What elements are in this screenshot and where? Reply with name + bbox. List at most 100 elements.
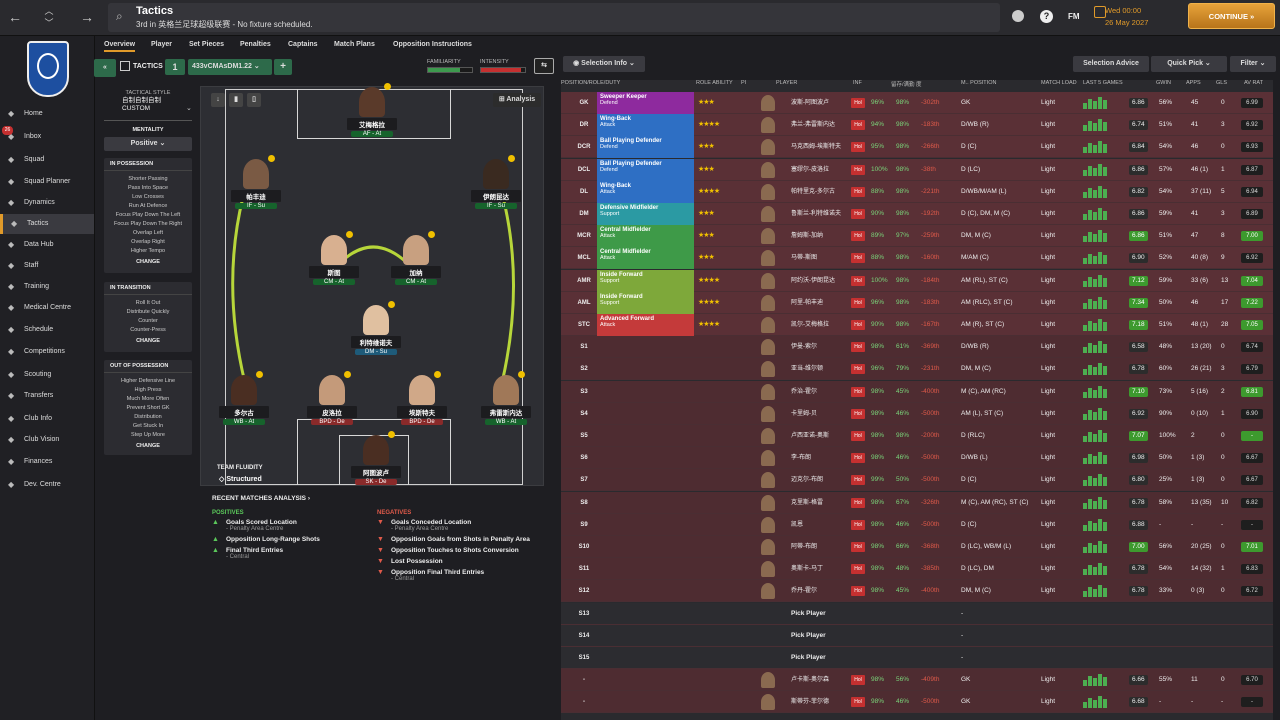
role-cell[interactable]: Inside Forward Support xyxy=(597,269,694,292)
player-name[interactable]: 马克西姆-埃斯特夫 xyxy=(791,144,841,151)
table-row[interactable]: S12 乔丹-霍尔 Hol 98% 45% -400th DM, M (C) Light 6.7… xyxy=(561,580,1273,603)
chart-icon[interactable]: ▮ xyxy=(229,93,243,107)
add-tactic-button[interactable]: + xyxy=(274,59,292,75)
sidebar-item-club-info[interactable]: ◆ Club Info xyxy=(0,409,94,429)
change-out-of-possession-label[interactable]: CHANGE xyxy=(136,443,160,449)
tactic-slot[interactable]: 1 xyxy=(165,59,185,75)
role-cell[interactable]: Wing-Back Attack xyxy=(597,114,694,137)
pitch-player[interactable]: 弗雷斯内达 WB - At xyxy=(481,371,531,425)
sidebar-item-dev-centre[interactable]: ◆ Dev. Centre xyxy=(0,475,94,495)
player-name[interactable]: 克里斯-格雷 xyxy=(791,499,823,506)
table-row[interactable]: MCR Central Midfielder Attack ★★★ 詹姆斯-加纳 Hol 8… xyxy=(561,225,1273,248)
table-row[interactable]: MCL Central Midfielder Attack ★★★ 马蒂-斯图 Hol 88… xyxy=(561,247,1273,270)
player-name[interactable]: 鲁斯兰-利特维诺夫 xyxy=(791,211,841,217)
sidebar-item-squad-planner[interactable]: ◆ Squad Planner xyxy=(0,172,94,192)
pick-player-label[interactable]: Pick Player xyxy=(791,631,826,639)
pitch-player[interactable]: 阿图波卢 SK - De xyxy=(351,431,401,485)
in-transition-box[interactable]: IN TRANSITION Roll It Out Distribute Quic… xyxy=(104,282,192,352)
table-row[interactable]: STC Advanced Forward Attack ★★★★ 凯尔-艾梅格拉 Hol 9… xyxy=(561,314,1273,336)
role-cell[interactable]: Ball Playing Defender Defend xyxy=(597,136,694,159)
tab-penalties[interactable]: Penalties xyxy=(240,41,271,48)
sidebar-item-scouting[interactable]: ◆ Scouting xyxy=(0,365,94,385)
role-cell[interactable]: Central Midfielder Attack xyxy=(597,225,694,248)
quick-pick-button[interactable]: Quick Pick ⌄ xyxy=(1151,56,1227,72)
analysis-item[interactable]: ▲ Final Third Entries - Central xyxy=(212,547,372,560)
player-name[interactable]: 乔丹-霍尔 xyxy=(791,588,817,595)
change-in-transition-label[interactable]: CHANGE xyxy=(136,338,160,344)
selection-advice-button[interactable]: Selection Advice xyxy=(1073,56,1149,72)
pitch-player[interactable]: 伊朗昆达 IF - Su xyxy=(471,155,521,209)
player-name[interactable]: 帕特里克-多尔古 xyxy=(791,188,835,195)
role-cell[interactable]: Inside Forward Support xyxy=(597,291,694,314)
player-name[interactable]: 阿里-帕丰迪 xyxy=(791,299,823,306)
collapse-button[interactable]: « xyxy=(94,59,116,77)
player-name[interactable]: 弗兰-弗雷斯内达 xyxy=(791,122,835,129)
sidebar-item-inbox[interactable]: ◆ Inbox xyxy=(0,127,94,147)
tab-match-plans[interactable]: Match Plans xyxy=(334,41,375,48)
pitch-player[interactable]: 埃斯特夫 BPD - De xyxy=(397,371,447,425)
table-row[interactable]: DM Defensive Midfielder Support ★★★ 鲁斯兰-利特维诺… xyxy=(561,203,1273,225)
filter-button[interactable]: Filter ⌄ xyxy=(1230,56,1276,72)
player-name[interactable]: 詹姆斯-加纳 xyxy=(791,233,823,240)
pitch-player[interactable]: 艾梅格拉 AF - At xyxy=(347,83,397,137)
sidebar-item-finances[interactable]: ◆ Finances xyxy=(0,452,94,472)
tab-opposition-instructions[interactable]: Opposition Instructions xyxy=(393,41,472,48)
pitch-player[interactable]: 多尔古 WB - At xyxy=(219,371,269,425)
analysis-item[interactable]: ▲ Goals Scored Location - Penalty Area Cen… xyxy=(212,519,372,532)
person-icon[interactable] xyxy=(1012,10,1024,22)
help-icon[interactable]: ? xyxy=(1040,10,1053,23)
table-row[interactable]: S6 李-布朗 Hol 98% 46% -500th D/WB (L) Light 6.98 50… xyxy=(561,447,1273,470)
table-row[interactable]: S13 Pick Player - xyxy=(561,602,1273,625)
player-name[interactable]: 亚当-维尔顿 xyxy=(791,366,823,373)
sidebar-item-data-hub[interactable]: ◆ Data Hub xyxy=(0,235,94,255)
analysis-item[interactable]: ▼ Opposition Final Third Entries - Central xyxy=(377,569,547,582)
search-icon[interactable]: ⌕ xyxy=(116,9,123,23)
player-name[interactable]: 阿蒂-布朗 xyxy=(791,544,817,550)
tab-set-pieces[interactable]: Set Pieces xyxy=(189,41,225,48)
club-crest-logo[interactable] xyxy=(27,41,69,97)
player-name[interactable]: 奥斯卡-马丁 xyxy=(791,566,823,573)
table-header[interactable]: APPS xyxy=(1186,80,1201,86)
player-name[interactable]: 凯恩 xyxy=(791,521,804,528)
player-name[interactable]: 卢卡斯-奥尔森 xyxy=(791,677,829,684)
table-row[interactable]: S1 伊曼-索尔 Hol 98% 61% -369th D/WB (R) Light 6.58 4… xyxy=(561,336,1273,359)
sidebar-item-transfers[interactable]: ◆ Transfers xyxy=(0,386,94,406)
table-header[interactable]: LAST 5 GAMES xyxy=(1083,80,1123,86)
table-row[interactable]: S14 Pick Player - xyxy=(561,624,1273,647)
analysis-item[interactable]: ▼ Goals Conceded Location - Penalty Area C… xyxy=(377,519,547,532)
analysis-item[interactable]: ▼ Lost Possession xyxy=(377,558,547,565)
table-row[interactable]: S7 迈克尔-布朗 Hol 99% 50% -500th D (C) Light 6.80 25%… xyxy=(561,469,1273,492)
sidebar-item-training[interactable]: ◆ Training xyxy=(0,277,94,297)
player-name[interactable]: 马蒂-斯图 xyxy=(791,255,817,262)
table-header[interactable]: ROLE ABILITY xyxy=(696,80,733,86)
sidebar-item-home[interactable]: ◆ Home xyxy=(0,104,94,124)
player-name[interactable]: 斯蒂芬-菲尔德 xyxy=(791,699,829,706)
table-header[interactable]: POSITION/ROLE/DUTY xyxy=(561,80,621,86)
sidebar-item-club-vision[interactable]: ◆ Club Vision xyxy=(0,430,94,450)
player-name[interactable]: 迈克尔-布朗 xyxy=(791,477,823,484)
table-row[interactable]: DCL Ball Playing Defender Defend ★★★ 塞缪尔-皮洛拉… xyxy=(561,158,1273,181)
player-name[interactable]: 卢西亚诺-奥斯 xyxy=(791,433,829,439)
player-name[interactable]: 塞缪尔-皮洛拉 xyxy=(791,166,829,173)
download-icon[interactable]: ↓ xyxy=(211,93,225,107)
analysis-item[interactable]: ▼ Opposition Goals from Shots in Penalty … xyxy=(377,536,547,543)
table-row[interactable]: S10 阿蒂-布朗 Hol 98% 66% -368th D (LC), WB/M (L) L… xyxy=(561,536,1273,558)
analysis-title[interactable]: RECENT MATCHES ANALYSIS › xyxy=(212,495,311,502)
style-dropdown-icon[interactable]: ⌄ xyxy=(186,105,192,112)
table-header[interactable]: MATCH LOAD xyxy=(1041,80,1077,86)
table-row[interactable]: GK Sweeper Keeper Defend ★★★ 波斯-阿图波卢 Hol 96% 98… xyxy=(561,92,1273,114)
pitch-player[interactable]: 利特维诺夫 DM - Su xyxy=(351,301,401,355)
in-possession-box[interactable]: IN POSSESSION Shorter Passing Pass Into S… xyxy=(104,158,192,273)
mentality-select[interactable]: Positive ⌄ xyxy=(104,137,192,151)
forward-icon[interactable]: → xyxy=(80,9,94,25)
tab-captains[interactable]: Captains xyxy=(288,41,318,48)
chevron-up-icon[interactable]: ︿ xyxy=(44,6,54,16)
player-name[interactable]: 乔治-霍尔 xyxy=(791,388,817,395)
pick-player-label[interactable]: Pick Player xyxy=(791,609,826,617)
table-header[interactable]: PI xyxy=(741,80,747,86)
table-header[interactable]: PLAYER xyxy=(776,80,798,86)
role-cell[interactable]: Central Midfielder Attack xyxy=(597,247,694,270)
formation-select[interactable]: 433vCMAsDM1.22 ⌄ xyxy=(188,59,272,75)
sidebar-item-medical-centre[interactable]: ◆ Medical Centre xyxy=(0,298,94,318)
out-of-possession-box[interactable]: OUT OF POSSESSION Higher Defensive Line H… xyxy=(104,360,192,455)
